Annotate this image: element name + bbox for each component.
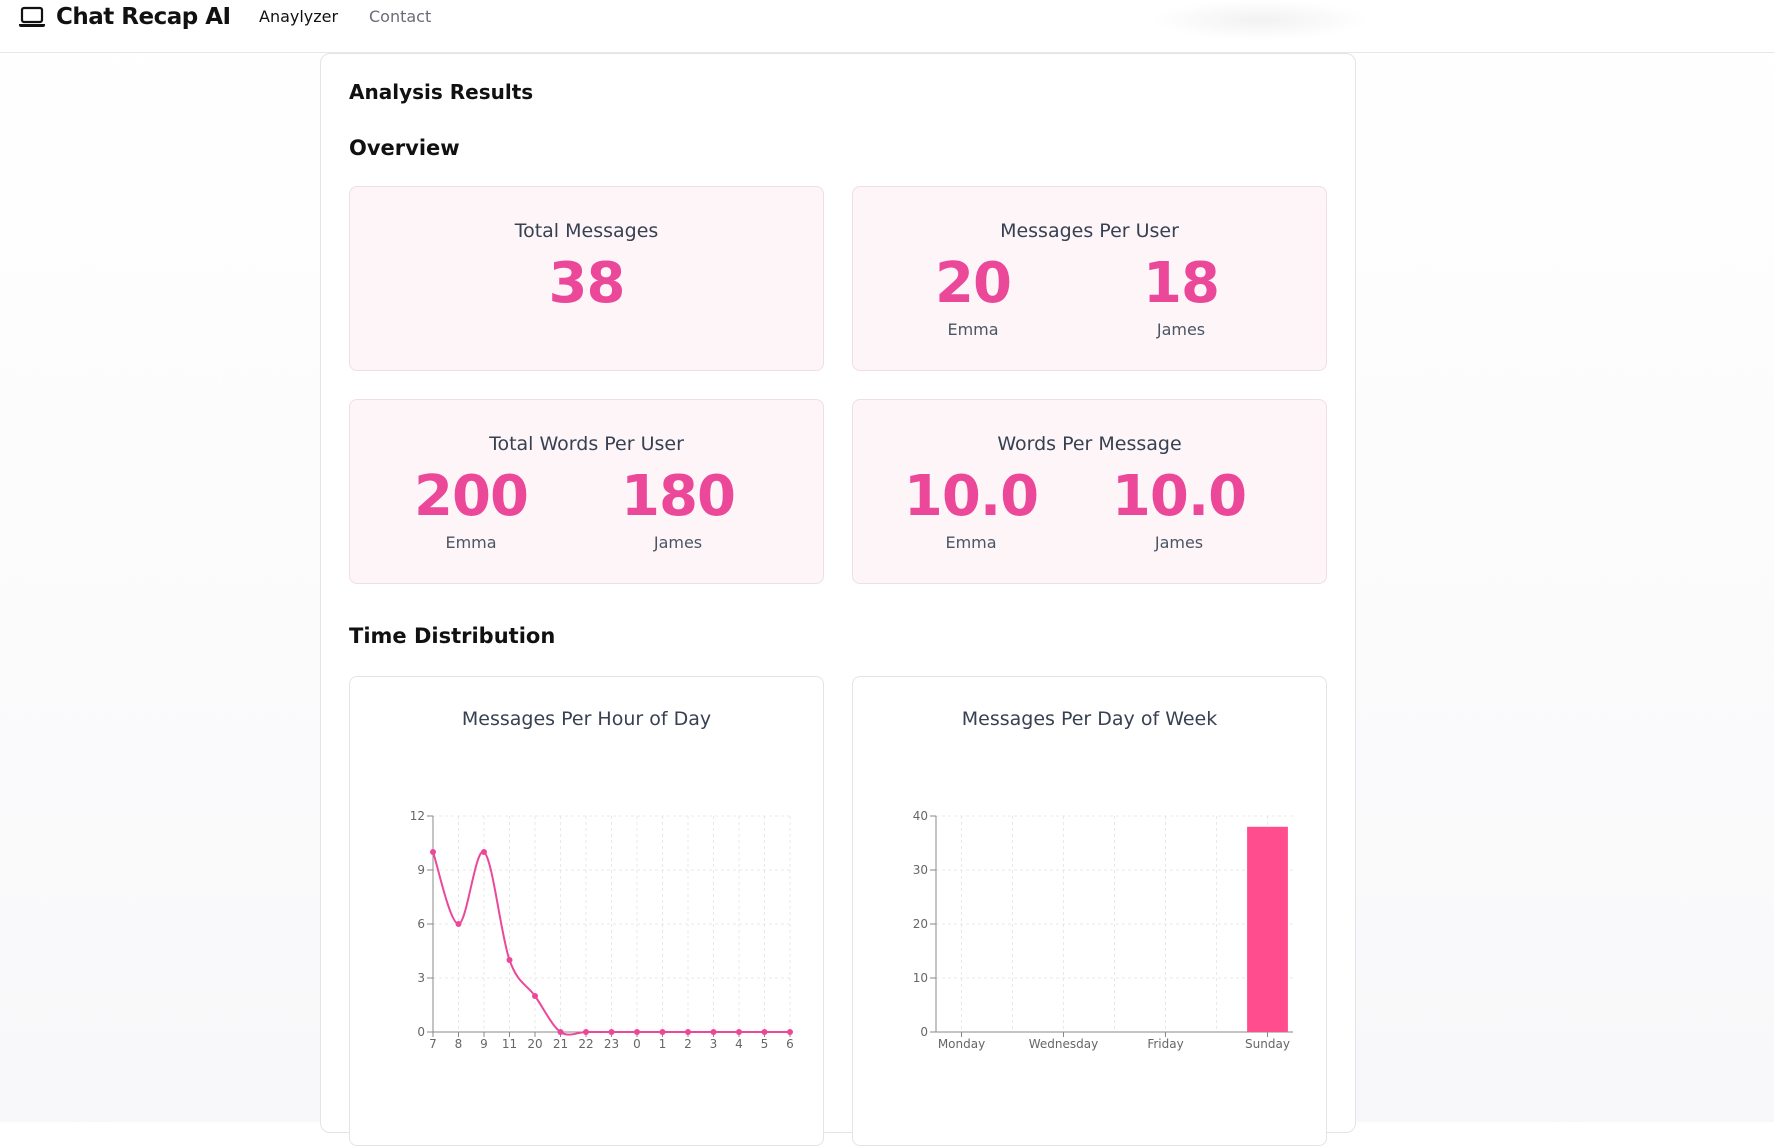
data-point xyxy=(608,1029,615,1035)
time-distribution-heading: Time Distribution xyxy=(349,624,556,648)
stat-value-user-1: 200 xyxy=(414,464,529,529)
stat-card-total-messages: Total Messages 38 xyxy=(349,186,824,371)
laptop-icon xyxy=(19,6,45,27)
data-point xyxy=(557,1029,564,1035)
chart-card-hour-of-day: Messages Per Hour of Day 0 3 6 9 12 7 8 9 11 20 21… xyxy=(349,676,824,1146)
x-tick-label: 2 xyxy=(684,1037,692,1051)
stat-label-user-1: Emma xyxy=(945,533,997,552)
x-tick-label: Sunday xyxy=(1245,1037,1290,1051)
data-point xyxy=(506,957,513,963)
x-tick-label: Wednesday xyxy=(1029,1037,1098,1051)
stat-label-user-2: James xyxy=(653,533,703,552)
stat-value-user-1: 20 xyxy=(935,251,1012,316)
y-tick-label: 6 xyxy=(417,917,425,931)
brand-name: Chat Recap AI xyxy=(56,4,231,30)
stat-value-user-1: 10.0 xyxy=(903,464,1039,529)
x-tick-label: 11 xyxy=(502,1037,517,1051)
y-tick-label: 3 xyxy=(417,971,425,985)
x-tick-label: 23 xyxy=(604,1037,619,1051)
top-navbar: Chat Recap AI Anaylyzer Contact xyxy=(0,0,1774,53)
data-point xyxy=(710,1029,717,1035)
stat-label-user-2: James xyxy=(1156,320,1206,339)
x-tick-label: Friday xyxy=(1147,1037,1183,1051)
page-title: Analysis Results xyxy=(349,80,534,104)
data-point xyxy=(430,849,436,855)
x-tick-label: 6 xyxy=(786,1037,794,1051)
y-tick-label: 0 xyxy=(417,1025,425,1039)
x-tick-label: 9 xyxy=(480,1037,488,1051)
messages-per-day-chart: 0 10 20 30 40 Monday Wednesday Friday Sunday xyxy=(913,809,1293,1051)
chart-title: Messages Per Day of Week xyxy=(961,708,1218,730)
y-tick-label: 9 xyxy=(417,863,425,877)
stat-title: Total Words Per User xyxy=(489,433,684,455)
y-tick-label: 20 xyxy=(913,917,928,931)
y-tick-label: 30 xyxy=(913,863,928,877)
chart-card-day-of-week: Messages Per Day of Week 0 10 20 30 40 Monday… xyxy=(852,676,1327,1146)
x-tick-label: 4 xyxy=(735,1037,743,1051)
x-tick-label: 0 xyxy=(633,1037,641,1051)
nav-link-analyzer[interactable]: Anaylyzer xyxy=(259,7,339,26)
stat-value: 38 xyxy=(548,251,626,316)
stat-title: Words Per Message xyxy=(997,433,1182,455)
stat-title: Messages Per User xyxy=(1000,220,1179,242)
stat-value-user-2: 180 xyxy=(621,464,736,529)
nav-link-contact[interactable]: Contact xyxy=(369,7,432,26)
y-tick-label: 12 xyxy=(410,809,425,823)
chart-title: Messages Per Hour of Day xyxy=(461,708,712,730)
stat-label-user-1: Emma xyxy=(947,320,999,339)
stat-value-user-2: 18 xyxy=(1143,251,1220,316)
brand-logo[interactable]: Chat Recap AI xyxy=(18,2,231,32)
bar xyxy=(1247,826,1288,1032)
data-point xyxy=(736,1029,742,1035)
data-point xyxy=(583,1029,589,1035)
x-tick-label: 22 xyxy=(578,1037,593,1051)
data-point xyxy=(685,1029,691,1035)
y-tick-label: 10 xyxy=(913,971,928,985)
x-tick-label: Monday xyxy=(938,1037,985,1051)
y-tick-label: 0 xyxy=(920,1025,928,1039)
x-tick-label: 8 xyxy=(455,1037,463,1051)
x-tick-label: 5 xyxy=(761,1037,769,1051)
x-tick-label: 21 xyxy=(553,1037,568,1051)
x-tick-label: 20 xyxy=(527,1037,542,1051)
stat-label-user-2: James xyxy=(1154,533,1204,552)
data-point xyxy=(481,849,487,855)
data-point xyxy=(634,1029,640,1035)
stat-value-user-2: 10.0 xyxy=(1111,464,1247,529)
data-point xyxy=(532,993,538,999)
stat-title: Total Messages xyxy=(514,220,659,242)
data-point xyxy=(761,1029,768,1035)
y-tick-label: 40 xyxy=(913,809,928,823)
x-tick-label: 7 xyxy=(429,1037,437,1051)
stat-card-total-words-per-user: Total Words Per User 200 Emma 180 James xyxy=(349,399,824,584)
overview-heading: Overview xyxy=(349,136,460,160)
data-point xyxy=(659,1029,666,1035)
stat-label-user-1: Emma xyxy=(445,533,497,552)
data-point xyxy=(787,1029,793,1035)
x-tick-label: 3 xyxy=(710,1037,718,1051)
stat-card-words-per-message: Words Per Message 10.0 Emma 10.0 James xyxy=(852,399,1327,584)
x-tick-label: 1 xyxy=(659,1037,667,1051)
nav-decoration xyxy=(1150,0,1370,40)
stat-card-messages-per-user: Messages Per User 20 Emma 18 James xyxy=(852,186,1327,371)
data-point xyxy=(455,921,462,927)
